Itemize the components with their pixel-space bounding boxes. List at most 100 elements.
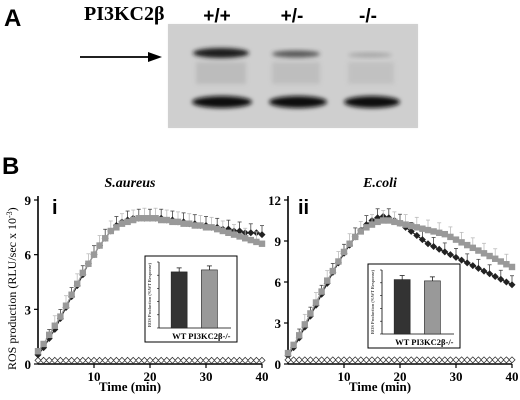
data-point bbox=[113, 224, 120, 231]
data-point bbox=[90, 356, 98, 364]
data-point bbox=[74, 280, 81, 288]
panel-b-letter: B bbox=[2, 153, 19, 180]
data-point bbox=[241, 356, 249, 364]
data-point bbox=[502, 356, 510, 364]
x-tick-label: 10 bbox=[338, 369, 351, 384]
data-point bbox=[230, 231, 238, 238]
data-point bbox=[202, 224, 210, 231]
data-point bbox=[118, 220, 126, 227]
data-point bbox=[301, 356, 309, 364]
data-point bbox=[391, 218, 398, 226]
gene-label: PI3KC2β bbox=[84, 3, 165, 25]
inset-category-label: WT bbox=[395, 337, 410, 347]
data-point bbox=[324, 277, 331, 284]
data-point bbox=[430, 228, 437, 235]
series-pi3kc2- bbox=[34, 207, 266, 355]
data-point bbox=[140, 356, 148, 364]
data-point bbox=[508, 281, 516, 289]
data-point bbox=[236, 233, 243, 240]
data-point bbox=[380, 217, 387, 224]
data-point bbox=[73, 356, 81, 364]
data-point bbox=[236, 227, 244, 235]
y-tick-label: 3 bbox=[275, 316, 282, 331]
band-lower-ko bbox=[344, 96, 400, 108]
x-axis-title-ecoli: Time (min) bbox=[349, 379, 411, 394]
band-upper-ko bbox=[348, 52, 392, 58]
data-point bbox=[236, 356, 244, 364]
data-point bbox=[340, 248, 348, 256]
y-tick-label: 0 bbox=[275, 357, 282, 372]
data-point bbox=[68, 356, 76, 364]
data-point bbox=[334, 356, 342, 364]
data-point bbox=[458, 256, 466, 264]
data-point bbox=[34, 356, 42, 364]
data-point bbox=[168, 356, 176, 364]
data-point bbox=[85, 260, 92, 267]
data-point bbox=[435, 245, 443, 253]
data-point bbox=[458, 356, 466, 364]
data-point bbox=[169, 218, 176, 226]
data-point bbox=[146, 356, 154, 364]
data-point bbox=[34, 348, 42, 355]
inset-category-label: WT bbox=[172, 331, 187, 341]
data-point bbox=[357, 356, 365, 364]
data-point bbox=[214, 225, 221, 233]
western-blot bbox=[168, 24, 418, 128]
data-point bbox=[225, 229, 232, 236]
data-point bbox=[62, 356, 70, 364]
chart-title-ecoli: E.coli bbox=[362, 176, 397, 191]
data-point bbox=[96, 242, 103, 249]
data-point bbox=[492, 255, 499, 262]
data-point bbox=[446, 356, 454, 364]
chart-title-saureus: S.aureus bbox=[105, 176, 157, 191]
data-point bbox=[152, 215, 159, 222]
x-tick-label: 20 bbox=[394, 369, 407, 384]
data-point bbox=[213, 356, 221, 364]
data-point bbox=[247, 236, 254, 244]
data-point bbox=[253, 238, 260, 246]
x-tick-label: 40 bbox=[506, 369, 519, 384]
chart-ecoli: ii E.coli Time (min) 0 3 6 9 12 10 20 30 40 WT PI3… bbox=[268, 176, 519, 394]
y-tick-label: 9 bbox=[275, 234, 282, 249]
data-point bbox=[413, 224, 420, 231]
data-point bbox=[452, 236, 460, 243]
data-point bbox=[362, 356, 370, 364]
data-point bbox=[340, 356, 348, 364]
data-point bbox=[46, 331, 53, 339]
data-point bbox=[446, 251, 454, 259]
data-point bbox=[351, 356, 359, 364]
data-point bbox=[497, 275, 505, 283]
data-point bbox=[441, 248, 449, 256]
data-point bbox=[352, 233, 359, 241]
data-point bbox=[346, 356, 354, 364]
data-point bbox=[296, 332, 303, 339]
data-point bbox=[374, 218, 381, 226]
data-point bbox=[508, 263, 516, 271]
x-axis-title-saureus: Time (min) bbox=[99, 379, 161, 394]
y-axis-title-close: ) bbox=[5, 207, 19, 211]
y-axis-title-exp: -3 bbox=[5, 211, 14, 218]
data-point bbox=[163, 216, 170, 224]
data-point bbox=[486, 356, 494, 364]
data-point bbox=[79, 269, 86, 277]
data-point bbox=[107, 227, 114, 235]
data-point bbox=[441, 356, 449, 364]
data-point bbox=[51, 356, 59, 364]
data-point bbox=[329, 267, 336, 275]
data-point bbox=[57, 313, 64, 320]
data-point bbox=[363, 224, 370, 231]
data-point bbox=[174, 356, 182, 364]
data-point bbox=[135, 215, 142, 222]
data-point bbox=[307, 310, 314, 317]
series-control bbox=[284, 356, 516, 364]
data-point bbox=[474, 264, 482, 272]
lane-label-ko: -/- bbox=[359, 6, 377, 27]
band-upper-wt bbox=[193, 48, 249, 58]
data-point bbox=[480, 267, 488, 275]
data-point bbox=[157, 356, 165, 364]
data-point bbox=[502, 278, 510, 286]
data-point bbox=[447, 233, 454, 241]
data-point bbox=[418, 356, 426, 364]
data-point bbox=[174, 218, 182, 226]
data-point bbox=[469, 356, 477, 364]
